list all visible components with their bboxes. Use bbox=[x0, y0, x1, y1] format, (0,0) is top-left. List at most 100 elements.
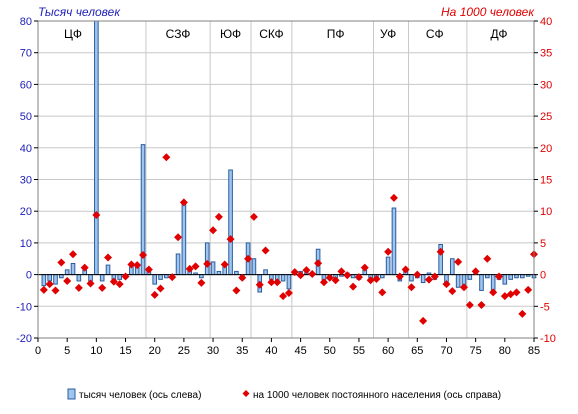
legend-bar-label: тысяч человек (ось слева) bbox=[79, 390, 201, 401]
scatter-point bbox=[214, 212, 223, 221]
bottom-tick-label: 15 bbox=[119, 345, 131, 357]
right-tick-label: 15 bbox=[540, 175, 552, 187]
scatter-point bbox=[337, 267, 346, 276]
right-tick-label: 10 bbox=[540, 206, 552, 218]
bar bbox=[251, 258, 257, 276]
scatter-point bbox=[63, 276, 72, 285]
legend-bar-swatch bbox=[67, 388, 76, 400]
region-label: ДФ bbox=[490, 27, 507, 41]
bar bbox=[105, 264, 111, 276]
scatter-point bbox=[436, 247, 445, 256]
right-tick-label: 20 bbox=[540, 143, 552, 155]
scatter-point bbox=[343, 271, 352, 280]
scatter-point bbox=[57, 258, 66, 267]
bottom-tick-label: 85 bbox=[528, 345, 540, 357]
scatter-point bbox=[378, 288, 387, 297]
scatter-point bbox=[489, 288, 498, 297]
bar bbox=[117, 274, 123, 280]
scatter-point bbox=[98, 283, 107, 292]
bottom-tick-label: 5 bbox=[64, 345, 70, 357]
bar bbox=[228, 169, 233, 276]
scatter-point bbox=[442, 280, 451, 289]
scatter-point bbox=[168, 273, 177, 282]
left-tick-label: 20 bbox=[20, 206, 32, 218]
bar bbox=[420, 274, 426, 284]
scatter-point bbox=[273, 278, 282, 287]
bar bbox=[280, 274, 286, 282]
scatter-point bbox=[360, 263, 369, 272]
bar bbox=[385, 256, 391, 276]
bar bbox=[158, 274, 163, 280]
bar bbox=[70, 263, 76, 276]
scatter-point bbox=[209, 226, 218, 235]
region-label: СЗФ bbox=[166, 27, 191, 41]
right-tick-label: -5 bbox=[540, 301, 550, 313]
bar bbox=[99, 274, 105, 282]
bar bbox=[391, 207, 397, 276]
scatter-point bbox=[325, 273, 334, 282]
scatter-point bbox=[133, 261, 142, 270]
bar bbox=[76, 274, 82, 282]
bar bbox=[286, 274, 292, 290]
scatter-point bbox=[156, 284, 165, 293]
scatter-point bbox=[413, 270, 422, 279]
bar bbox=[455, 274, 461, 288]
bar bbox=[263, 269, 268, 276]
scatter-point bbox=[80, 263, 89, 272]
scatter-point bbox=[174, 233, 183, 242]
scatter-point bbox=[512, 288, 521, 297]
scatter-point bbox=[104, 253, 113, 262]
bottom-axis: 0 5 10 15 20 25 30 35 40 45 50 55 60 65 70 75 80 85 bbox=[35, 338, 540, 357]
scatter-point bbox=[92, 211, 101, 220]
scatter-point bbox=[349, 282, 358, 291]
left-axis-title: Тысяч человек bbox=[38, 5, 121, 19]
scatter-point bbox=[302, 266, 311, 275]
scatter-point bbox=[459, 283, 468, 292]
scatter-point bbox=[244, 254, 253, 263]
scatter-point bbox=[419, 316, 428, 325]
bottom-tick-label: 35 bbox=[236, 345, 248, 357]
bar bbox=[449, 258, 455, 276]
left-tick-label: -20 bbox=[16, 333, 32, 345]
bar bbox=[94, 20, 99, 276]
scatter-point bbox=[127, 260, 136, 269]
bottom-tick-label: 0 bbox=[35, 345, 41, 357]
scatter-point bbox=[448, 287, 457, 296]
scatter-point bbox=[197, 278, 206, 287]
bar bbox=[409, 274, 414, 282]
right-tick-label: 35 bbox=[540, 48, 552, 60]
scatter-point bbox=[150, 290, 159, 299]
scatter-point bbox=[267, 278, 276, 287]
legend: тысяч человек (ось слева) на 1000 челове… bbox=[67, 388, 501, 401]
left-tick-label: 40 bbox=[20, 143, 32, 155]
scatter-point bbox=[314, 259, 323, 268]
bar bbox=[47, 274, 52, 282]
bottom-tick-label: 20 bbox=[149, 345, 161, 357]
scatter-point bbox=[249, 212, 258, 221]
scatter-point bbox=[261, 246, 270, 255]
scatter-point bbox=[354, 273, 363, 282]
scatter-point bbox=[255, 280, 264, 289]
scatter-point bbox=[494, 272, 503, 281]
scatter-point bbox=[471, 267, 480, 276]
scatter-point bbox=[279, 292, 288, 301]
scatter-point bbox=[430, 272, 439, 281]
scatter-point bbox=[384, 247, 393, 256]
legend-scatter-label: на 1000 человек постоянного населения (о… bbox=[253, 390, 501, 401]
right-tick-label: 30 bbox=[540, 79, 552, 91]
region-label: ПФ bbox=[327, 27, 345, 41]
scatter-point bbox=[45, 280, 54, 289]
right-tick-label: 25 bbox=[540, 111, 552, 123]
scatter-point bbox=[372, 275, 381, 284]
bar bbox=[490, 274, 496, 291]
bottom-tick-label: 65 bbox=[411, 345, 423, 357]
bar bbox=[508, 274, 513, 280]
right-axis-title: На 1000 человек bbox=[441, 5, 535, 19]
scatter-point bbox=[238, 273, 247, 282]
bar bbox=[41, 274, 47, 287]
scatter-point bbox=[74, 283, 83, 292]
right-tick-label: 40 bbox=[540, 16, 552, 28]
bottom-tick-label: 80 bbox=[499, 345, 511, 357]
